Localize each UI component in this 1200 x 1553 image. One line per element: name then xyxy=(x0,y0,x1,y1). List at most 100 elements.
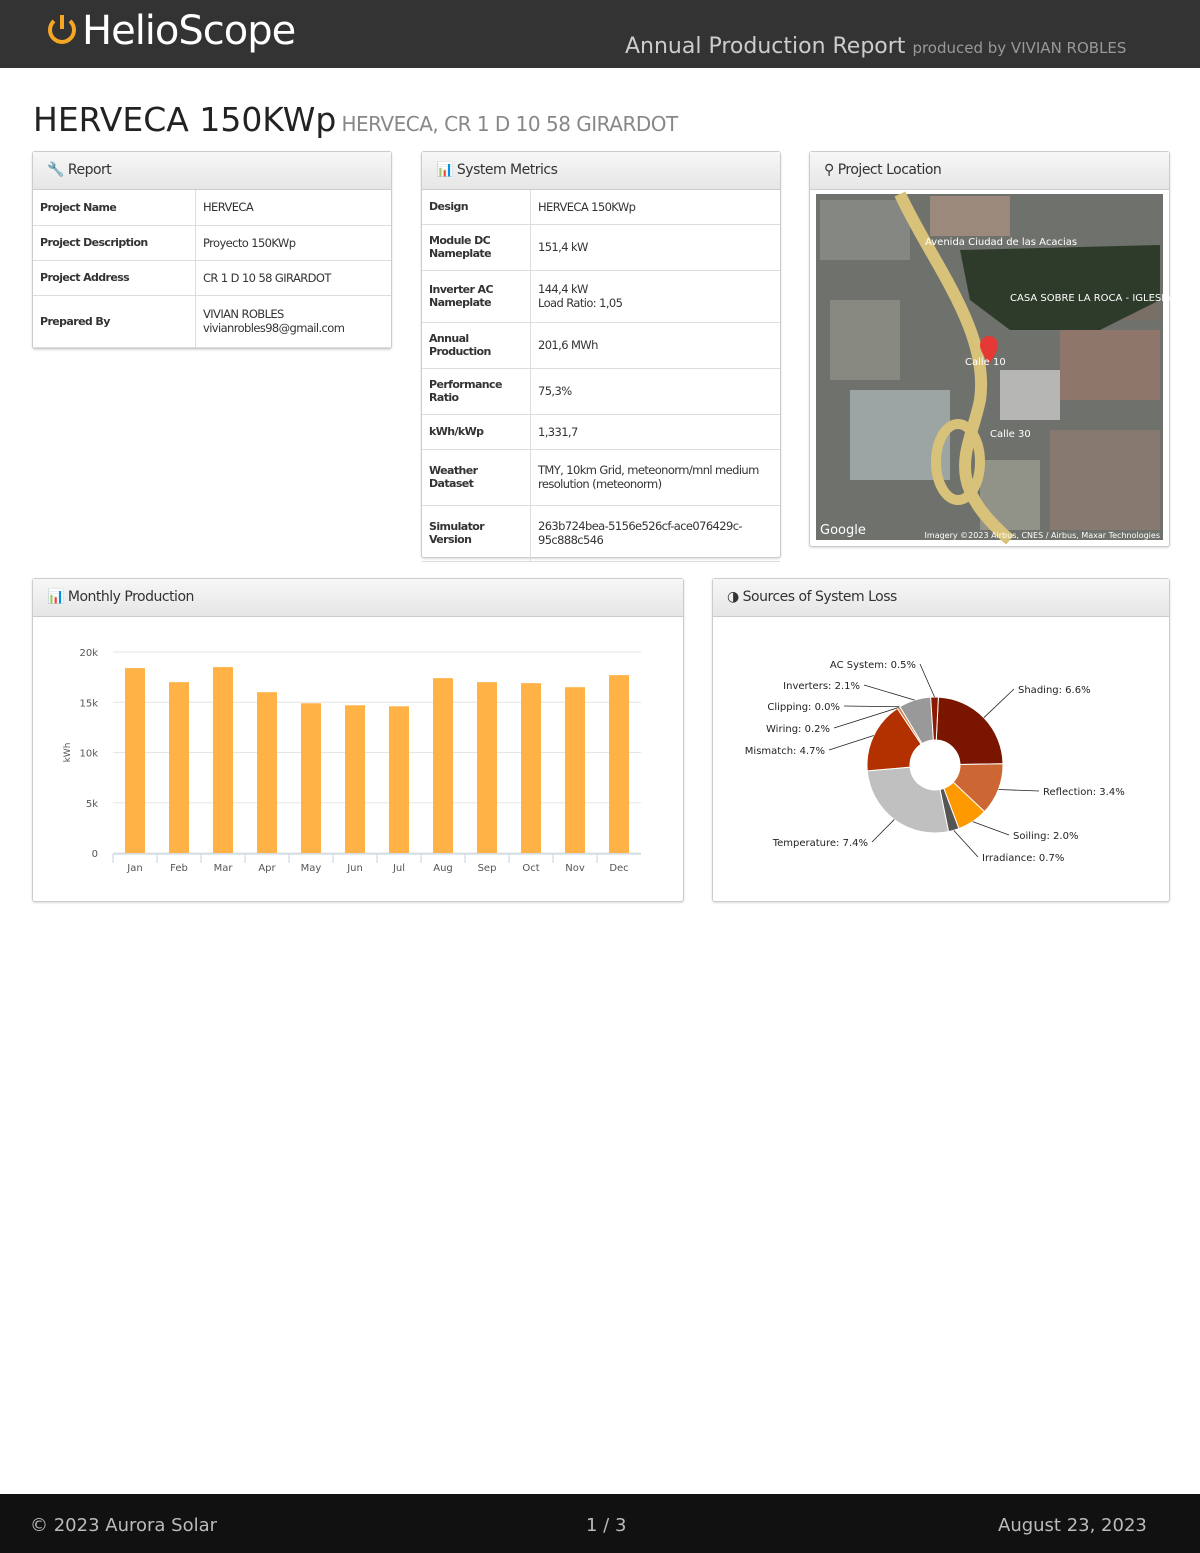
row-value-line: 201,6 MWh xyxy=(538,338,598,352)
x-tick-label: Jan xyxy=(126,863,142,874)
x-tick-label: May xyxy=(301,863,322,874)
map-marker xyxy=(980,336,998,364)
x-tick-label: Jun xyxy=(346,863,363,874)
table-row: Project Name HERVECA xyxy=(33,190,391,226)
bar xyxy=(433,678,453,853)
row-value-line: 1,331,7 xyxy=(538,424,578,439)
map-roundabout xyxy=(931,419,985,505)
metrics-table: Design HERVECA 150KWp Module DC Nameplate 1… xyxy=(422,190,780,562)
y-tick-label: 5k xyxy=(86,799,98,810)
row-label: Weather Dataset xyxy=(422,449,531,506)
row-value: 144,4 kW Load Ratio: 1,05 xyxy=(530,270,780,323)
row-value-line: vivianrobles98@gmail.com xyxy=(203,321,345,335)
bar xyxy=(477,682,497,853)
leader-line xyxy=(828,735,874,751)
map-label: Google xyxy=(820,523,866,538)
bar xyxy=(389,706,409,853)
row-label: Annual Production xyxy=(422,322,531,369)
table-row: Prepared By VIVIAN ROBLES vivianrobles98@g… xyxy=(33,295,391,348)
row-label: kWh/kWp xyxy=(422,414,531,450)
report-table: Project Name HERVECA Project Description Pr… xyxy=(33,190,391,348)
map-forest xyxy=(960,245,1160,330)
data-label: Soiling: 2.0% xyxy=(1013,831,1078,842)
x-tick-label: Sep xyxy=(478,863,497,874)
row-value: 151,4 kW xyxy=(530,224,780,271)
row-label: Design xyxy=(422,190,531,225)
row-value: CR 1 D 10 58 GIRARDOT xyxy=(195,260,391,296)
bar xyxy=(609,675,629,853)
map-block xyxy=(830,300,900,380)
row-value: 1,331,7 xyxy=(530,414,780,450)
metrics-panel: 📊 System Metrics Design HERVECA 150KWp Mod… xyxy=(421,151,781,562)
row-value: 263b724bea-5156e526cf-ace076429c-95c888c… xyxy=(530,505,780,562)
panel-heading: 📊 System Metrics xyxy=(422,152,780,190)
row-value: HERVECA xyxy=(195,190,391,226)
panel-title: Monthly Production xyxy=(67,589,195,605)
map-label: Calle 10 xyxy=(965,357,1006,368)
row-value: 75,3% xyxy=(530,368,780,415)
panel-title: Project Location xyxy=(837,162,942,178)
table-row: Project Description Proyecto 150KWp xyxy=(33,225,391,261)
map-label: Avenida Ciudad de las Acacias xyxy=(925,237,1077,248)
row-label: Inverter AC Nameplate xyxy=(422,270,531,323)
project-heading: HERVECA 150KWp HERVECA, CR 1 D 10 58 GIR… xyxy=(33,100,678,139)
pie-slice xyxy=(935,696,1004,766)
panel-heading: 📊 Monthly Production xyxy=(33,579,683,617)
panel-heading: ⚲ Project Location xyxy=(810,152,1169,190)
table-row: Simulator Version 263b724bea-5156e526cf-a… xyxy=(422,505,780,562)
table-row: Inverter AC Nameplate 144,4 kW Load Ratio:… xyxy=(422,270,780,323)
graphics: Avenida Ciudad de las Acacias CASA SOBRE … xyxy=(63,191,1180,874)
map-label: Imagery ©2023 Airbus, CNES / Airbus, Max… xyxy=(925,531,1160,540)
pie-slice xyxy=(866,766,950,834)
project-title: HERVECA 150KWp xyxy=(33,100,337,139)
bar xyxy=(521,683,541,853)
row-value-line: TMY, 10km Grid, meteonorm/mnl medium res… xyxy=(538,463,759,491)
x-tick-label: Oct xyxy=(522,863,539,874)
x-tick-label: Nov xyxy=(565,863,585,874)
row-label: Project Address xyxy=(33,260,196,296)
logo-icon xyxy=(48,15,76,44)
leader-line xyxy=(863,684,915,701)
report-panel: 🔧 Report Project Name HERVECA Project Desc… xyxy=(32,151,392,349)
row-value: VIVIAN ROBLES vivianrobles98@gmail.com xyxy=(195,295,391,348)
row-value: TMY, 10km Grid, meteonorm/mnl medium res… xyxy=(530,449,780,506)
row-value: 201,6 MWh xyxy=(530,322,780,369)
row-value-line: HERVECA xyxy=(203,200,254,215)
row-value-line: Proyecto 150KWp xyxy=(203,235,296,250)
leader-line xyxy=(843,705,900,708)
copyright: © 2023 Aurora Solar xyxy=(30,1515,218,1536)
bar xyxy=(301,703,321,853)
table-row: Module DC Nameplate 151,4 kW xyxy=(422,224,780,271)
row-value-line: Load Ratio: 1,05 xyxy=(538,296,623,310)
row-value-line: 151,4 kW xyxy=(538,240,588,254)
leader-line xyxy=(871,819,895,843)
bar xyxy=(345,705,365,853)
row-value-line: VIVIAN ROBLES xyxy=(203,307,284,321)
produced-by: produced by VIVIAN ROBLES xyxy=(912,39,1127,57)
x-tick-label: Mar xyxy=(214,863,234,874)
table-row: kWh/kWp 1,331,7 xyxy=(422,414,780,450)
leader-line xyxy=(998,789,1040,792)
map-block xyxy=(820,200,910,260)
bar xyxy=(169,682,189,853)
map-block xyxy=(1050,430,1160,530)
panel-title: Report xyxy=(67,162,112,178)
map-label: CASA SOBRE LA ROCA - IGLESIA... xyxy=(1010,293,1180,304)
page-number: 1 / 3 xyxy=(586,1515,627,1536)
data-label: Reflection: 3.4% xyxy=(1043,787,1125,798)
map-block xyxy=(1060,330,1160,400)
leader-line xyxy=(972,821,1010,836)
row-value: HERVECA 150KWp xyxy=(530,190,780,225)
data-label: Wiring: 0.2% xyxy=(766,724,830,735)
bar xyxy=(565,687,585,853)
data-label: Mismatch: 4.7% xyxy=(745,746,825,757)
bar xyxy=(125,668,145,853)
pie-slice xyxy=(930,696,939,741)
row-label: Module DC Nameplate xyxy=(422,224,531,271)
panel-title: Sources of System Loss xyxy=(742,589,898,605)
bar xyxy=(257,692,277,853)
y-axis-label: kWh xyxy=(63,743,73,763)
row-value-line: CR 1 D 10 58 GIRARDOT xyxy=(203,270,331,285)
y-tick-label: 15k xyxy=(79,698,98,709)
